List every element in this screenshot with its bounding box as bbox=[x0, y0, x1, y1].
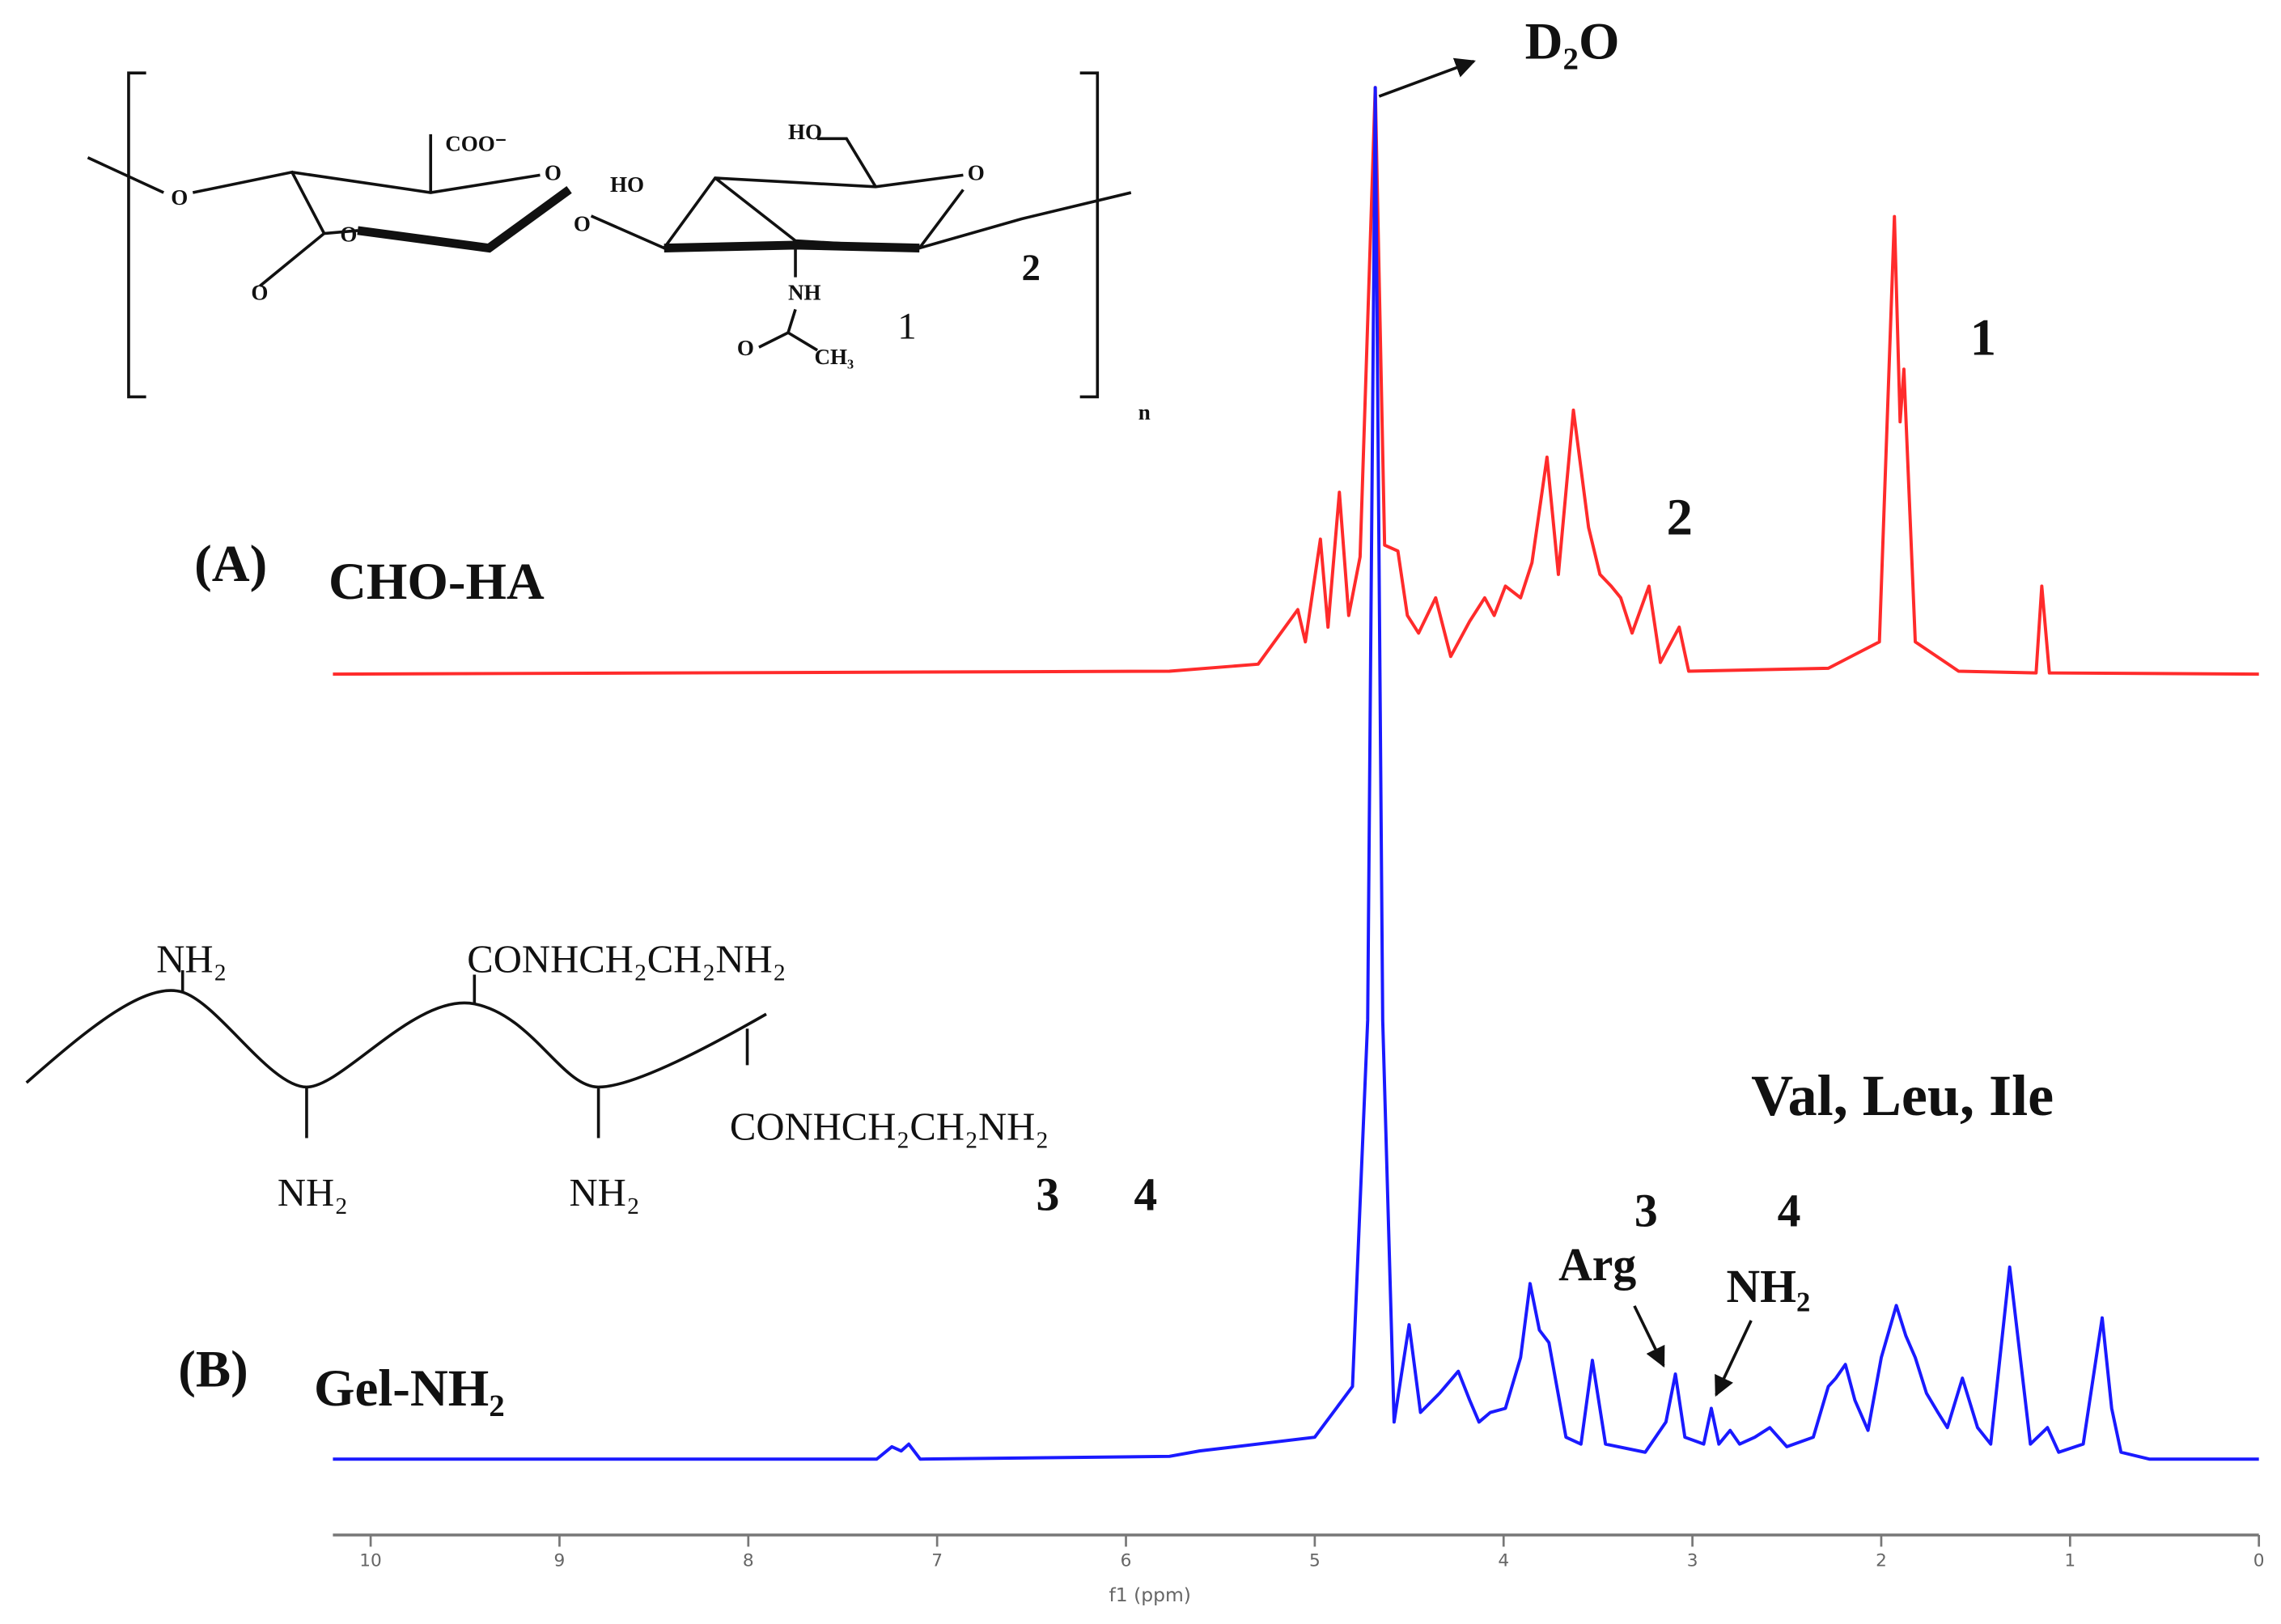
peak-label: 4 bbox=[1778, 1185, 1801, 1236]
panel-label: (B) bbox=[178, 1341, 248, 1399]
group-label: NH₂ bbox=[278, 1171, 348, 1215]
x-tick-label: 4 bbox=[1498, 1550, 1509, 1571]
x-tick-label: 9 bbox=[554, 1550, 566, 1571]
atom-label: O bbox=[251, 280, 268, 304]
atom-label: O bbox=[340, 222, 357, 246]
group-label: 3 bbox=[1037, 1169, 1060, 1220]
x-tick-label: 0 bbox=[2253, 1550, 2265, 1571]
backbone bbox=[25, 970, 767, 1138]
arrow bbox=[1715, 1320, 1753, 1397]
x-tick-label: 3 bbox=[1687, 1550, 1698, 1571]
x-tick-label: 2 bbox=[1876, 1550, 1887, 1571]
arrow bbox=[1633, 1305, 1665, 1368]
gel-structure: NH₂ CONHCH₂CH₂NH₂ NH₂ NH₂ CONHCH₂CH₂NH₂ … bbox=[25, 937, 1157, 1220]
atom-label: O bbox=[545, 161, 562, 185]
atom-label: 1 bbox=[897, 305, 916, 347]
atom-label: O bbox=[171, 185, 188, 210]
series-name: CHO-HA bbox=[329, 553, 545, 611]
atom-label: COO⁻ bbox=[445, 132, 507, 156]
atom-label: O bbox=[968, 161, 985, 185]
peak-label: 3 bbox=[1634, 1185, 1658, 1236]
series-name: Gel-NH₂ bbox=[314, 1359, 505, 1418]
peak-label: D₂O bbox=[1525, 13, 1620, 71]
group-label: CONHCH₂CH₂NH₂ bbox=[467, 937, 786, 981]
atom-label: NH bbox=[788, 280, 821, 304]
group-label: NH₂ bbox=[570, 1171, 640, 1215]
peak-label: Val, Leu, Ile bbox=[1751, 1063, 2054, 1128]
group-label: CONHCH₂CH₂NH₂ bbox=[730, 1105, 1049, 1149]
atom-label: O bbox=[574, 212, 591, 236]
peak-label: NH₂ bbox=[1726, 1261, 1810, 1312]
x-axis-label: f1 (ppm) bbox=[1109, 1584, 1191, 1606]
x-tick-label: 7 bbox=[931, 1550, 943, 1571]
group-label: NH₂ bbox=[156, 937, 227, 981]
atom-label: O bbox=[737, 336, 754, 360]
atom-label: HO bbox=[610, 172, 644, 197]
x-tick-label: 6 bbox=[1121, 1550, 1132, 1571]
x-tick-label: 5 bbox=[1309, 1550, 1321, 1571]
panel-label: (A) bbox=[194, 535, 267, 593]
spectrum bbox=[333, 86, 2259, 676]
plot-area: 10 9 8 7 6 5 4 3 2 1 0 bbox=[333, 86, 2265, 1571]
peak-label: 2 bbox=[1667, 488, 1693, 546]
atom-label: HO bbox=[788, 120, 822, 144]
ha-structure: COO⁻ HO HO NH O CH₃ 1 O O O O O O 2 n bbox=[87, 71, 1151, 424]
atom-label: n bbox=[1138, 400, 1151, 424]
bracket bbox=[127, 71, 1100, 399]
group-label: 4 bbox=[1134, 1169, 1157, 1220]
x-tick-label: 1 bbox=[2064, 1550, 2075, 1571]
peak-label: Arg bbox=[1558, 1240, 1636, 1291]
x-tick-label: 10 bbox=[359, 1550, 382, 1571]
atom-label: CH₃ bbox=[814, 345, 854, 369]
bold-bond bbox=[357, 186, 572, 253]
x-tick-label: 8 bbox=[743, 1550, 754, 1571]
peak-label: 1 bbox=[1970, 309, 1996, 367]
bold-bond bbox=[664, 240, 920, 252]
atom-label: 2 bbox=[1022, 247, 1041, 289]
spectrum bbox=[333, 86, 2259, 1461]
arrow bbox=[1378, 57, 1476, 98]
